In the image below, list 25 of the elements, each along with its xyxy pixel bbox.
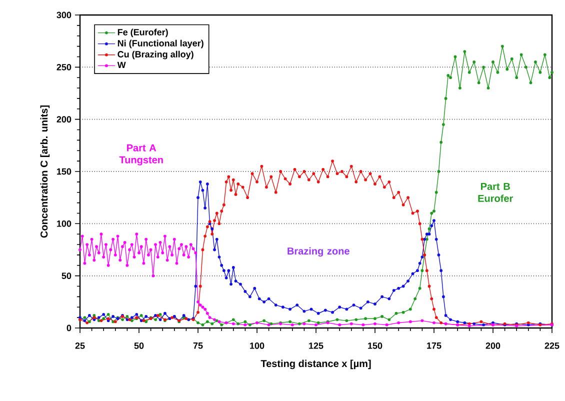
x-tick-label: 225 bbox=[544, 342, 560, 349]
y-tick-label: 0 bbox=[66, 324, 72, 332]
x-tick-label: 175 bbox=[427, 342, 442, 349]
y-tick-label: 200 bbox=[56, 116, 72, 123]
y-tick-label: 50 bbox=[62, 272, 72, 280]
x-tick-label: 25 bbox=[75, 342, 85, 349]
x-tick-label: 125 bbox=[309, 342, 324, 349]
annotation: Brazing zone bbox=[288, 247, 350, 257]
legend-label: Ni (Functional layer) bbox=[118, 40, 204, 48]
y-tick-label: 250 bbox=[56, 64, 72, 70]
y-tick-label: 300 bbox=[56, 12, 72, 18]
legend-label: W bbox=[117, 62, 126, 68]
x-tick-label: 75 bbox=[193, 342, 203, 349]
x-tick-label: 50 bbox=[134, 342, 144, 349]
annotation: Part A Tungsten bbox=[119, 144, 163, 166]
x-axis-title: Testing distance x [µm] bbox=[260, 360, 371, 370]
legend-label: Fe (Eurofer) bbox=[118, 28, 168, 38]
x-tick-label: 200 bbox=[486, 342, 500, 349]
x-tick-label: 100 bbox=[250, 342, 264, 349]
x-tick-label: 150 bbox=[368, 342, 382, 349]
y-tick-label: 100 bbox=[57, 220, 72, 227]
legend-label: Cu (Brazing alloy) bbox=[118, 50, 194, 60]
y-tick-label: 150 bbox=[57, 168, 72, 175]
annotation: Part B Eurofer bbox=[478, 182, 513, 202]
y-axis-title: Concentration C [arb. units] bbox=[40, 105, 50, 238]
